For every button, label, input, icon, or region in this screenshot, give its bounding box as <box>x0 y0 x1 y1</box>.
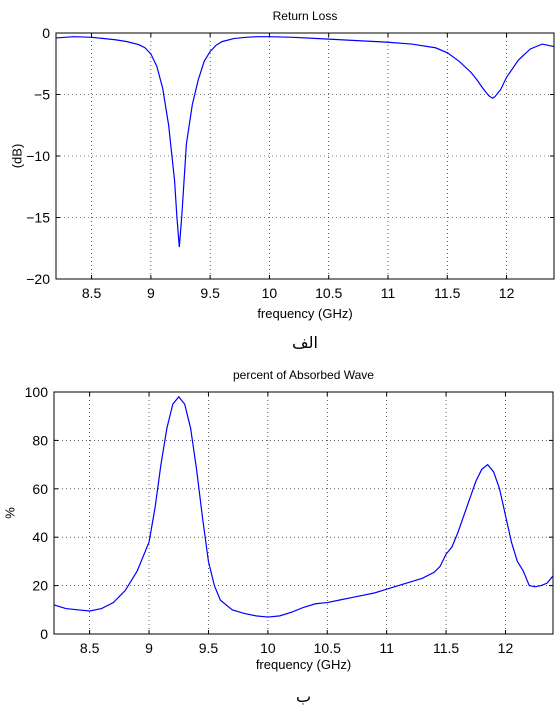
absorbed-wave-x-tick-label: 8.5 <box>80 640 100 656</box>
absorbed-wave-grid <box>54 392 553 634</box>
absorbed-wave-x-tick-label: 9 <box>145 640 153 656</box>
absorbed-wave-x-tick-label: 12 <box>498 640 514 656</box>
absorbed-wave-x-tick-label: 11 <box>379 640 394 656</box>
absorbed-wave-line <box>53 395 554 618</box>
absorbed-wave-y-tick-label: 60 <box>32 481 48 497</box>
absorbed-wave-title: percent of Absorbed Wave <box>233 368 374 382</box>
absorbed-wave-y-axis-label: % <box>2 507 17 519</box>
return-loss-y-tick-label: 0 <box>42 25 50 41</box>
absorbed-wave-x-axis-label: frequency (GHz) <box>256 657 351 672</box>
return-loss-x-tick-label: 12 <box>499 285 515 301</box>
return-loss-x-tick-label: 10 <box>262 285 278 301</box>
return-loss-caption: الف <box>292 333 318 352</box>
return-loss-x-axis-label: frequency (GHz) <box>257 306 352 321</box>
return-loss-y-tick-label: −5 <box>34 87 50 103</box>
absorbed-wave-y-tick-label: 0 <box>40 626 48 642</box>
return-loss-y-tick-label: −20 <box>26 271 50 287</box>
return-loss-x-tick-label: 8.5 <box>82 285 102 301</box>
return-loss-chart: 8.5 9 9.5 10 10.5 11 11.5 12 −20 −15 −10 −5 0 Return… <box>9 9 555 352</box>
absorbed-wave-caption: ب <box>296 687 311 706</box>
return-loss-x-tick-label: 9 <box>147 285 155 301</box>
return-loss-x-tick-label: 10.5 <box>315 285 342 301</box>
absorbed-wave-ticks: 8.5 9 9.5 10 10.5 11 11.5 12 0 20 40 60 80 100 <box>25 384 553 656</box>
absorbed-wave-x-tick-label: 10.5 <box>314 640 341 656</box>
absorbed-wave-plot-frame <box>53 391 554 635</box>
absorbed-wave-y-tick-label: 80 <box>32 432 48 448</box>
return-loss-x-tick-label: 11 <box>381 285 396 301</box>
absorbed-wave-y-tick-label: 40 <box>32 529 48 545</box>
return-loss-title: Return Loss <box>273 9 338 23</box>
absorbed-wave-x-tick-label: 10 <box>260 640 276 656</box>
return-loss-x-tick-label: 9.5 <box>200 285 220 301</box>
return-loss-y-axis-label: (dB) <box>9 144 24 169</box>
return-loss-grid <box>56 33 554 279</box>
absorbed-wave-y-tick-label: 100 <box>25 384 49 400</box>
absorbed-wave-x-tick-label: 9.5 <box>199 640 219 656</box>
return-loss-ticks: 8.5 9 9.5 10 10.5 11 11.5 12 −20 −15 −10 −5 0 <box>26 25 554 301</box>
return-loss-y-tick-label: −10 <box>26 148 50 164</box>
absorbed-wave-y-tick-label: 20 <box>32 578 48 594</box>
return-loss-y-tick-label: −15 <box>26 210 50 226</box>
return-loss-x-tick-label: 11.5 <box>434 285 460 301</box>
absorbed-wave-x-tick-label: 11.5 <box>433 640 459 656</box>
return-loss-line <box>55 36 555 248</box>
absorbed-wave-chart: 8.5 9 9.5 10 10.5 11 11.5 12 0 20 40 60 80 100 percen… <box>2 368 554 706</box>
